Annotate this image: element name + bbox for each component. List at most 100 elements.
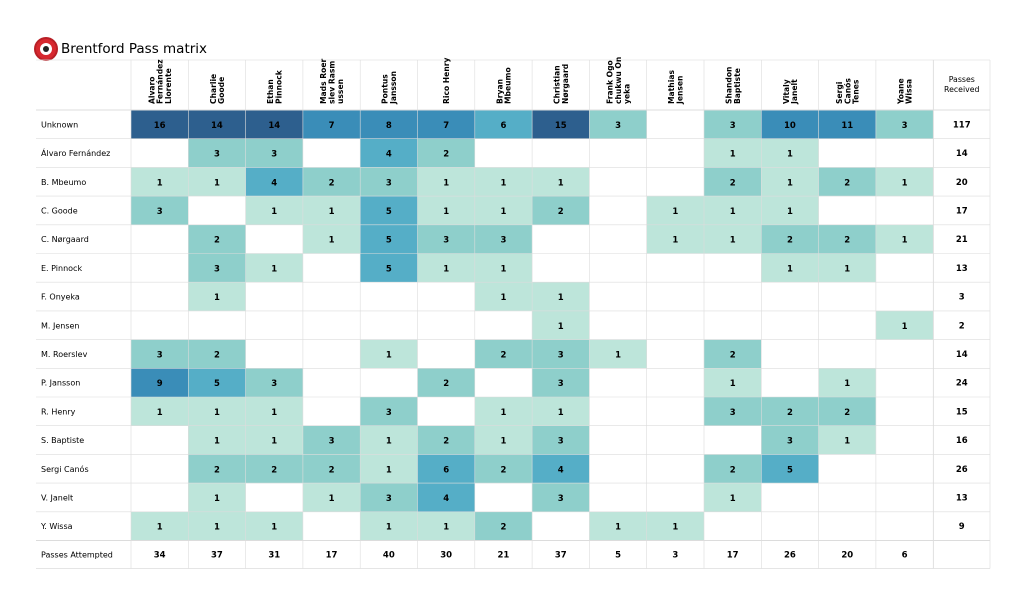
cell-value-label: 5 — [787, 465, 793, 475]
heatmap-cell — [245, 138, 303, 168]
heatmap-cell — [532, 339, 590, 369]
heatmap-cell — [360, 397, 418, 426]
title-row: Brentford Pass matrix — [34, 36, 207, 62]
cell-value-label: 3 — [386, 178, 392, 188]
heatmap-cell — [589, 110, 647, 139]
heatmap-cell — [818, 224, 876, 254]
heatmap-cell — [761, 454, 819, 484]
heatmap-cell — [417, 224, 475, 254]
heatmap-cell — [245, 425, 303, 455]
passes-attempted-value: 30 — [440, 551, 452, 561]
heatmap-cell — [131, 196, 189, 225]
heatmap-cell — [188, 167, 246, 197]
heatmap-cell — [360, 253, 418, 283]
cell-value-label: 3 — [730, 121, 736, 131]
cell-value-label: 1 — [672, 207, 678, 217]
passes-received-value: 16 — [956, 436, 968, 446]
cell-value-label: 3 — [787, 437, 793, 447]
heatmap-cell — [188, 224, 246, 254]
heatmap-cell — [245, 454, 303, 484]
heatmap-cell — [131, 397, 189, 426]
page-title: Brentford Pass matrix — [61, 41, 208, 57]
column-header-label: Rico Henry — [442, 58, 451, 104]
cell-value-label: 3 — [271, 379, 277, 389]
heatmap-cell — [245, 368, 303, 397]
heatmap-cell — [131, 110, 189, 139]
cell-value-label: 2 — [844, 178, 850, 188]
cell-value-label: 2 — [844, 408, 850, 418]
row-label: C. Nørgaard — [41, 235, 89, 244]
column-header-label: BryanMbeumo — [495, 67, 512, 104]
heatmap-cell — [875, 310, 934, 340]
heatmap-cell — [188, 282, 246, 311]
heatmap-cell — [245, 397, 303, 426]
column-header-label: CharlieGoode — [209, 74, 226, 104]
heatmap-cell — [474, 110, 533, 139]
cell-value-label: 4 — [558, 465, 564, 475]
heatmap-cell — [360, 425, 418, 455]
cell-value-label: 1 — [443, 207, 449, 217]
cell-value-label: 5 — [214, 379, 220, 389]
cell-value-label: 1 — [157, 178, 163, 188]
heatmap-cell — [704, 397, 762, 426]
cell-value-label: 15 — [555, 121, 567, 131]
heatmap-cell — [532, 397, 590, 426]
cell-value-label: 1 — [214, 408, 220, 418]
passes-received-value: 14 — [956, 149, 968, 159]
passes-attempted-value: 21 — [498, 551, 510, 561]
heatmap-cell — [532, 454, 590, 484]
heatmap-cell — [360, 138, 418, 168]
heatmap-cell — [188, 253, 246, 283]
row-label: V. Janelt — [41, 493, 73, 502]
passes-received-value: 9 — [959, 522, 965, 532]
cell-value-label: 3 — [329, 437, 335, 447]
passes-attempted-value: 17 — [326, 551, 338, 561]
cell-value-label: 2 — [730, 465, 736, 475]
heatmap-cell — [818, 425, 876, 455]
cell-value-label: 1 — [500, 408, 506, 418]
heatmap-cell — [360, 196, 418, 225]
cell-value-label: 1 — [271, 437, 277, 447]
heatmap-cell — [417, 110, 475, 139]
cell-value-label: 2 — [787, 408, 793, 418]
heatmap-cell — [474, 282, 533, 311]
cell-value-label: 4 — [386, 150, 392, 160]
heatmap-cell — [417, 425, 475, 455]
passes-attempted-value: 26 — [784, 551, 796, 561]
passes-received-value: 15 — [956, 407, 968, 417]
heatmap-cell — [302, 425, 361, 455]
cell-value-label: 1 — [558, 322, 564, 332]
row-label: M. Roerslev — [41, 350, 88, 359]
cell-value-label: 1 — [902, 322, 908, 332]
heatmap-cell — [704, 167, 762, 197]
heatmap-cell — [704, 110, 762, 139]
heatmap-cell — [818, 253, 876, 283]
row-label: P. Jansson — [41, 379, 80, 388]
heatmap-cell — [474, 511, 533, 541]
column-header-label: VitalyJanelt — [782, 79, 799, 105]
cell-value-label: 1 — [329, 494, 335, 504]
cell-value-label: 1 — [214, 523, 220, 533]
heatmap-cell — [532, 483, 590, 512]
cell-value-label: 3 — [214, 264, 220, 274]
cell-value-label: 1 — [558, 178, 564, 188]
cell-value-label: 2 — [500, 350, 506, 360]
cell-value-label: 1 — [386, 465, 392, 475]
heatmap-cell — [302, 110, 361, 139]
heatmap-cell — [704, 339, 762, 369]
passes-attempted-value: 34 — [154, 551, 166, 561]
heatmap-cell — [704, 196, 762, 225]
row-label: S. Baptiste — [41, 436, 84, 445]
heatmap-cell — [704, 368, 762, 397]
heatmap-cell — [131, 167, 189, 197]
cell-value-label: 7 — [329, 121, 335, 131]
cell-value-label: 1 — [386, 523, 392, 533]
heatmap-cell — [188, 339, 246, 369]
heatmap-cell — [188, 425, 246, 455]
cell-value-label: 3 — [558, 494, 564, 504]
cell-value-label: 2 — [558, 207, 564, 217]
heatmap-cell — [704, 224, 762, 254]
cell-value-label: 1 — [329, 236, 335, 246]
heatmap-cell — [761, 110, 819, 139]
heatmap-cell — [417, 483, 475, 512]
